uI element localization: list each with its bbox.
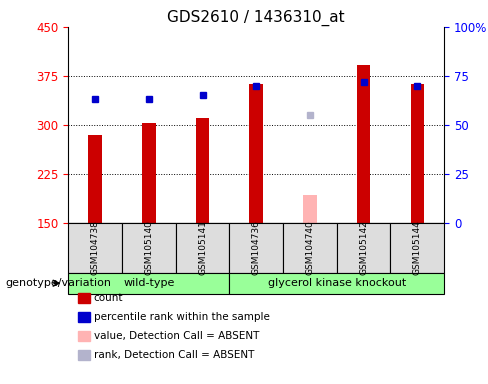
Title: GDS2610 / 1436310_at: GDS2610 / 1436310_at <box>167 9 345 25</box>
Text: GSM104736: GSM104736 <box>252 220 261 275</box>
Text: wild-type: wild-type <box>123 278 175 288</box>
Text: GSM104740: GSM104740 <box>305 220 314 275</box>
Text: value, Detection Call = ABSENT: value, Detection Call = ABSENT <box>94 331 259 341</box>
Bar <box>142 124 156 223</box>
Text: count: count <box>94 293 123 303</box>
Text: GSM105140: GSM105140 <box>144 220 153 275</box>
Bar <box>410 84 424 223</box>
Text: GSM105144: GSM105144 <box>413 220 422 275</box>
Bar <box>303 195 317 223</box>
Text: glycerol kinase knockout: glycerol kinase knockout <box>267 278 406 288</box>
Text: genotype/variation: genotype/variation <box>5 278 111 288</box>
Bar <box>196 118 209 223</box>
Text: percentile rank within the sample: percentile rank within the sample <box>94 312 269 322</box>
Bar <box>88 135 102 223</box>
Text: GSM105142: GSM105142 <box>359 220 368 275</box>
Text: GSM105141: GSM105141 <box>198 220 207 275</box>
Text: GSM104738: GSM104738 <box>91 220 100 275</box>
Text: rank, Detection Call = ABSENT: rank, Detection Call = ABSENT <box>94 350 254 360</box>
Bar <box>357 65 370 223</box>
Bar <box>249 84 263 223</box>
